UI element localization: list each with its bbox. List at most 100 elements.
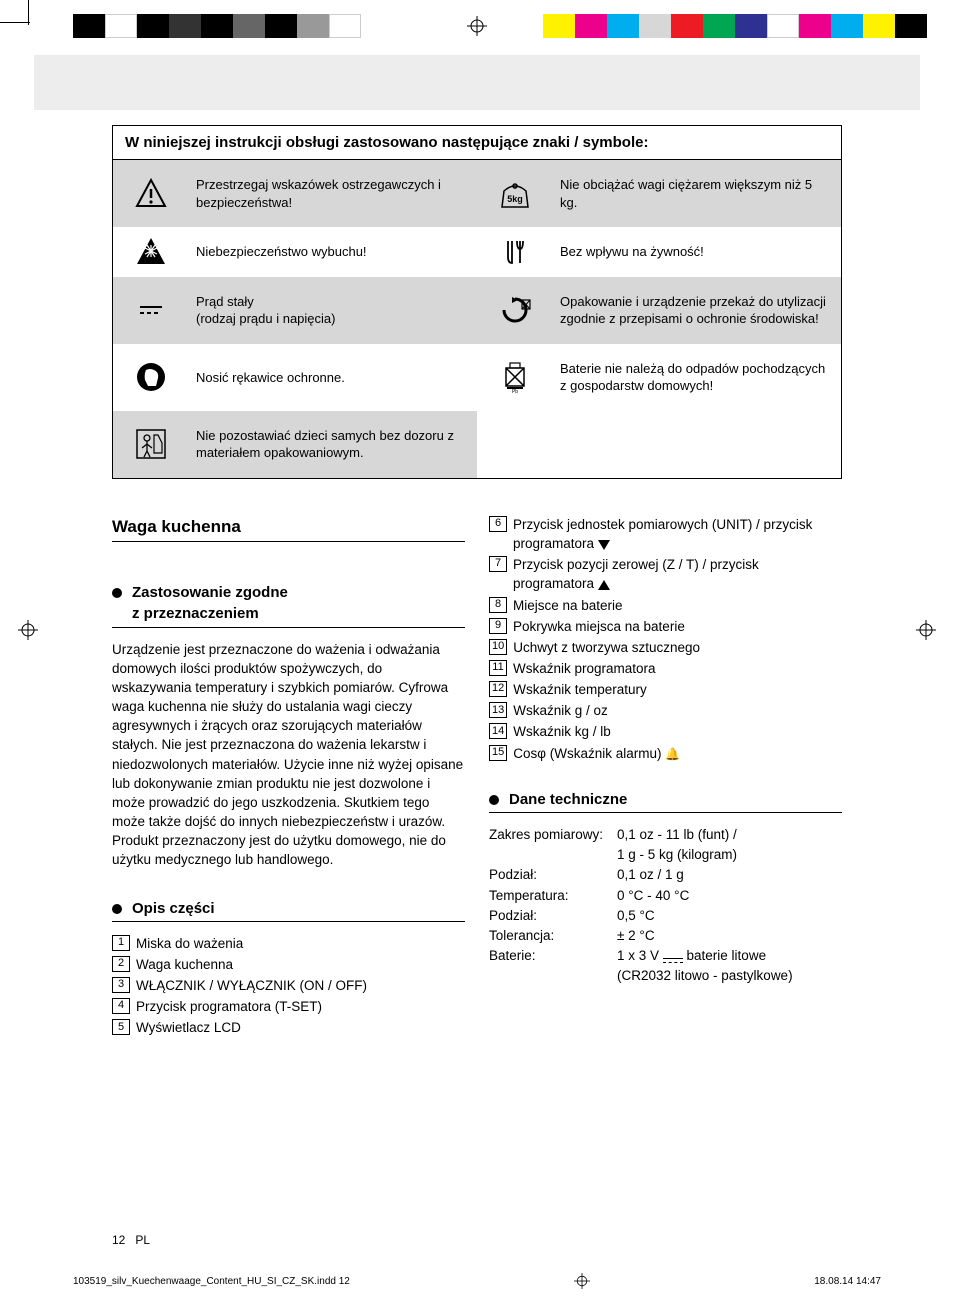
part-number: 7 xyxy=(489,556,507,572)
spec-label: Zakres pomiarowy: xyxy=(489,825,617,844)
page-footer: 12 PL xyxy=(112,1233,150,1247)
spec-label: Baterie: xyxy=(489,946,617,965)
heading-text: Dane techniczne xyxy=(509,789,627,810)
spec-value: ± 2 °C xyxy=(617,926,842,945)
symbol-text: Opakowanie i urządzenie przekaż do utyli… xyxy=(552,277,841,344)
spec-value: 0,5 °C xyxy=(617,906,842,925)
spec-row: Podział:0,1 oz / 1 g xyxy=(489,865,842,884)
registration-mark-icon xyxy=(574,1273,590,1289)
part-label: Wyświetlacz LCD xyxy=(136,1018,241,1037)
indd-filename: 103519_silv_Kuechenwaage_Content_HU_SI_C… xyxy=(73,1276,350,1287)
triangle-down-icon xyxy=(598,540,610,550)
symbol-row: Bez wpływu na żywność! xyxy=(477,227,841,277)
page-number: 12 xyxy=(112,1233,125,1247)
part-number: 12 xyxy=(489,681,507,697)
symbol-row: Prąd stały (rodzaj prądu i napięcia) xyxy=(113,277,477,344)
bullet-icon xyxy=(112,588,122,598)
part-label: Waga kuchenna xyxy=(136,955,233,974)
part-number: 5 xyxy=(112,1019,130,1035)
spec-value: 0 °C - 40 °C xyxy=(617,886,842,905)
part-label: Cosφ (Wskaźnik alarmu) 🔔 xyxy=(513,744,680,763)
bell-icon: 🔔 xyxy=(665,747,680,761)
recycle-icon xyxy=(477,277,552,344)
heading-product: Waga kuchenna xyxy=(112,515,465,542)
symbol-text: Prąd stały (rodzaj prądu i napięcia) xyxy=(188,277,477,344)
triangle-up-icon xyxy=(598,580,610,590)
part-number: 15 xyxy=(489,745,507,761)
part-label: Przycisk pozycji zerowej (Z / T) / przyc… xyxy=(513,555,842,593)
spec-row: Temperatura:0 °C - 40 °C xyxy=(489,886,842,905)
intended-use-text: Urządzenie jest przeznaczone do ważenia … xyxy=(112,640,465,870)
part-label: Miska do ważenia xyxy=(136,934,243,953)
part-number: 9 xyxy=(489,618,507,634)
part-number: 4 xyxy=(112,998,130,1014)
heading-text: Zastosowanie zgodnez przeznaczeniem xyxy=(132,582,288,625)
part-item: 3WŁĄCZNIK / WYŁĄCZNIK (ON / OFF) xyxy=(112,976,465,995)
registration-mark-icon xyxy=(916,620,936,640)
symbol-text: Nie obciążać wagi ciężarem większym niż … xyxy=(552,160,841,227)
spec-value: 0,1 oz - 11 lb (funt) / xyxy=(617,825,842,844)
page-lang: PL xyxy=(135,1233,150,1247)
spec-row: (CR2032 litowo - pastylkowe) xyxy=(489,966,842,985)
print-color-bar-left xyxy=(73,14,361,38)
part-label: Przycisk jednostek pomiarowych (UNIT) / … xyxy=(513,515,842,553)
nobattery-icon xyxy=(477,344,552,411)
part-item: 9 Pokrywka miejsca na baterie xyxy=(489,617,842,636)
part-item: 13 Wskaźnik g / oz xyxy=(489,701,842,720)
part-label: Pokrywka miejsca na baterie xyxy=(513,617,685,636)
part-item: 10 Uchwyt z tworzywa sztucznego xyxy=(489,638,842,657)
registration-mark-icon xyxy=(18,620,38,640)
spec-value: 1 x 3 V baterie litowe xyxy=(617,946,842,965)
part-number: 8 xyxy=(489,597,507,613)
part-label: Uchwyt z tworzywa sztucznego xyxy=(513,638,700,657)
part-item: 1Miska do ważenia xyxy=(112,934,465,953)
symbol-row: Niebezpieczeństwo wybuchu! xyxy=(113,227,477,277)
symbol-row: Opakowanie i urządzenie przekaż do utyli… xyxy=(477,277,841,344)
symbol-row: Baterie nie należą do odpadów pochodzący… xyxy=(477,344,841,411)
warning-icon xyxy=(113,160,188,227)
part-item: 11 Wskaźnik programatora xyxy=(489,659,842,678)
part-number: 10 xyxy=(489,639,507,655)
explosion-icon xyxy=(113,227,188,277)
heading-parts: Opis części xyxy=(112,898,465,922)
child-icon xyxy=(113,411,188,478)
heading-intended-use: Zastosowanie zgodnez przeznaczeniem xyxy=(112,582,465,628)
symbols-table: W niniejszej instrukcji obsługi zastosow… xyxy=(112,125,842,479)
part-label: Miejsce na baterie xyxy=(513,596,623,615)
gloves-icon xyxy=(113,344,188,411)
part-item: 2 Waga kuchenna xyxy=(112,955,465,974)
5kg-icon xyxy=(477,160,552,227)
part-number: 2 xyxy=(112,956,130,972)
print-color-bar-right xyxy=(543,14,927,38)
dc-icon xyxy=(113,277,188,344)
spec-value: (CR2032 litowo - pastylkowe) xyxy=(617,966,842,985)
part-number: 11 xyxy=(489,660,507,676)
bullet-icon xyxy=(489,795,499,805)
part-number: 13 xyxy=(489,702,507,718)
symbols-title: W niniejszej instrukcji obsługi zastosow… xyxy=(113,126,841,160)
spec-label: Podział: xyxy=(489,906,617,925)
symbol-row: Nosić rękawice ochronne. xyxy=(113,344,477,411)
spec-row: Baterie:1 x 3 V baterie litowe xyxy=(489,946,842,965)
symbol-text: Przestrzegaj wskazówek ostrzegawczych i … xyxy=(188,160,477,227)
part-label: Wskaźnik g / oz xyxy=(513,701,608,720)
right-column: 6Przycisk jednostek pomiarowych (UNIT) /… xyxy=(489,515,842,1040)
part-item: 15 Cosφ (Wskaźnik alarmu) 🔔 xyxy=(489,744,842,763)
indd-slug: 103519_silv_Kuechenwaage_Content_HU_SI_C… xyxy=(73,1268,881,1289)
part-label: Wskaźnik temperatury xyxy=(513,680,647,699)
spec-row: Tolerancja:± 2 °C xyxy=(489,926,842,945)
symbol-row: Nie obciążać wagi ciężarem większym niż … xyxy=(477,160,841,227)
part-label: WŁĄCZNIK / WYŁĄCZNIK (ON / OFF) xyxy=(136,976,367,995)
part-label: Wskaźnik programatora xyxy=(513,659,656,678)
symbol-text: Bez wpływu na żywność! xyxy=(552,227,841,277)
indd-date: 18.08.14 14:47 xyxy=(814,1276,881,1287)
part-number: 14 xyxy=(489,723,507,739)
page-content: W niniejszej instrukcji obsługi zastosow… xyxy=(112,125,842,1195)
spec-label: Tolerancja: xyxy=(489,926,617,945)
spec-row: Zakres pomiarowy:0,1 oz - 11 lb (funt) / xyxy=(489,825,842,844)
spec-label xyxy=(489,845,617,864)
spec-value: 0,1 oz / 1 g xyxy=(617,865,842,884)
spec-row: 1 g - 5 kg (kilogram) xyxy=(489,845,842,864)
heading-tech-data: Dane techniczne xyxy=(489,789,842,813)
parts-list-left: 1Miska do ważenia 2 Waga kuchenna 3WŁĄCZNIK… xyxy=(112,934,465,1038)
